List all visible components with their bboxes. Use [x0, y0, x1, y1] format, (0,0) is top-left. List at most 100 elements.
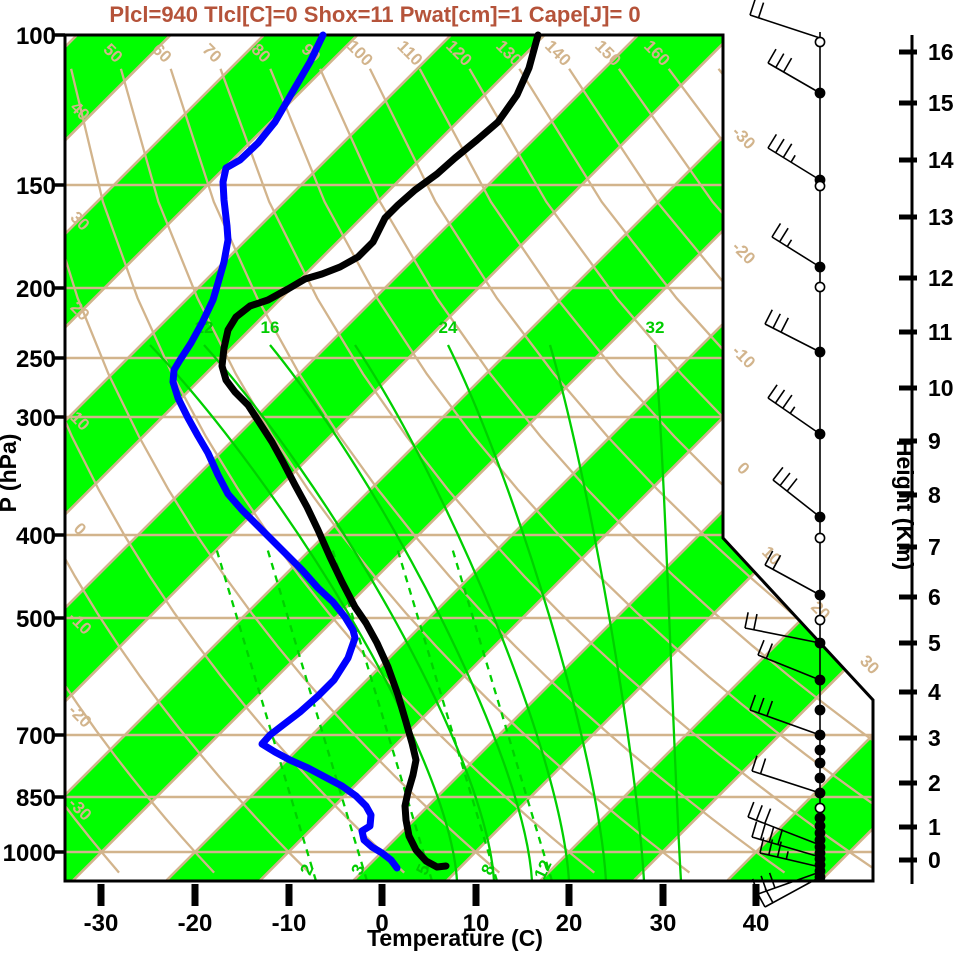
wind-barb-shaft [751, 770, 821, 794]
wind-barb-tick [777, 829, 784, 845]
moist-adiabat-lines [149, 344, 683, 881]
wind-barb-tick [774, 138, 785, 154]
pressure-tick-label: 100 [16, 23, 56, 50]
isotherm-right-label: -20 [728, 237, 759, 268]
dry-adiabat-line [65, 68, 120, 874]
temperature-axis-label: Temperature (C) [367, 925, 543, 951]
wind-level-dot-open [814, 180, 826, 192]
dry-adiabat-top-label: 140 [541, 36, 574, 69]
height-tick-label: 5 [928, 630, 941, 656]
wind-barb-tick [757, 639, 765, 656]
wind-barb-tick [779, 472, 791, 487]
wind-level-dot-open [814, 532, 826, 544]
isotherm-shade-bands [65, 35, 873, 881]
wind-level-dot [814, 511, 826, 523]
height-axis-label: Height (Km) [892, 440, 918, 570]
height-tick-label: 6 [928, 584, 941, 610]
wind-barb-tick [782, 57, 793, 73]
isotherm-line [151, 35, 873, 881]
height-tick-label: 8 [928, 482, 941, 508]
dry-adiabat-line [269, 68, 873, 874]
wind-barb-tick [767, 133, 778, 149]
height-tick-label: 3 [928, 725, 941, 751]
dry-adiabat-top-label: 70 [198, 40, 225, 67]
wind-level-dot [814, 87, 826, 99]
wind-level-dot [814, 757, 826, 769]
wind-barb-tick [764, 808, 772, 824]
green-band [65, 35, 373, 881]
mixing-ratio-line [265, 544, 369, 881]
mixing-ratio-label: 3 [347, 861, 368, 878]
wind-barb-tick [753, 613, 758, 630]
dry-adiabat-line [65, 68, 405, 874]
height-tick-label: 4 [928, 679, 941, 705]
moist-adiabat-line [446, 344, 608, 881]
isotherm-right-label: 0 [733, 458, 753, 478]
temperature-tick-label: 20 [556, 910, 583, 937]
wind-barb-column [744, 0, 826, 908]
wind-barb-shaft [757, 654, 821, 681]
wind-barb-tick [755, 805, 763, 821]
isotherm-line [65, 35, 280, 881]
wind-barb-tick [744, 612, 749, 629]
height-tick-label: 14 [928, 147, 954, 173]
wind-level-dot [814, 704, 826, 716]
dry-adiabat-line [319, 68, 873, 874]
pressure-tick-label: 1000 [3, 840, 56, 867]
wind-barb-shaft [772, 479, 821, 518]
wind-level-dot [814, 589, 826, 601]
wind-barb-halftick [785, 851, 789, 860]
moist-adiabat-line [203, 344, 496, 881]
wind-level-dot-open [814, 36, 826, 48]
moist-adiabat-line [548, 344, 646, 881]
mixing-ratio-label: 2 [296, 861, 317, 878]
height-tick-label: 2 [928, 770, 941, 796]
wind-barb-tick [759, 823, 766, 840]
wind-barb-shaft [747, 816, 821, 846]
wind-barb-tick [764, 309, 773, 325]
isotherm-line [65, 35, 654, 881]
dry-adiabat-line [418, 68, 873, 874]
wind-barb-tick [776, 841, 782, 858]
pressure-tick-label: 250 [16, 346, 56, 373]
dry-adiabat-line [468, 68, 873, 874]
height-tick-label: 9 [928, 428, 941, 454]
isotherm-line [65, 35, 467, 881]
wind-level-dot [814, 772, 826, 784]
dry-adiabat-line [169, 68, 786, 874]
isotherm-line [65, 35, 748, 881]
temperature-tick-label: 0 [375, 910, 388, 937]
green-band [531, 35, 873, 881]
wind-barb-shaft [767, 397, 821, 435]
green-band [65, 35, 560, 881]
plot-frame [63, 33, 875, 883]
isotherm-line [65, 35, 561, 881]
wind-level-dot [814, 744, 826, 756]
moist-adiabat-line [653, 344, 683, 881]
wind-barb-shaft [764, 564, 821, 596]
wind-level-dot-open [814, 614, 826, 626]
wind-barb-halftick [786, 239, 793, 247]
height-tick-label: 0 [928, 847, 941, 873]
dry-adiabat-line [119, 68, 691, 874]
wind-level-dot [814, 787, 826, 799]
temperature-tick-label: 30 [650, 910, 677, 937]
dry-adiabat-left-label: -20 [64, 701, 95, 732]
wind-barb-tick [771, 223, 782, 238]
height-tick-label: 11 [928, 319, 953, 345]
wind-level-dot [814, 637, 826, 649]
pressure-tick-label: 700 [16, 723, 56, 750]
wind-barb-tick [749, 0, 756, 16]
isotherm-right-label: -30 [728, 122, 759, 153]
wind-barb-tick [772, 554, 782, 570]
wind-barb-tick [765, 643, 774, 659]
wind-barb-tick [767, 384, 778, 399]
wind-barb-tick [774, 389, 786, 404]
wind-barb-tick [759, 758, 767, 775]
wind-barb-tick [772, 313, 781, 329]
moist-adiabat-label: 24 [439, 318, 458, 337]
wind-barb-tick [751, 755, 758, 772]
isotherm-right-label: -10 [728, 341, 759, 372]
